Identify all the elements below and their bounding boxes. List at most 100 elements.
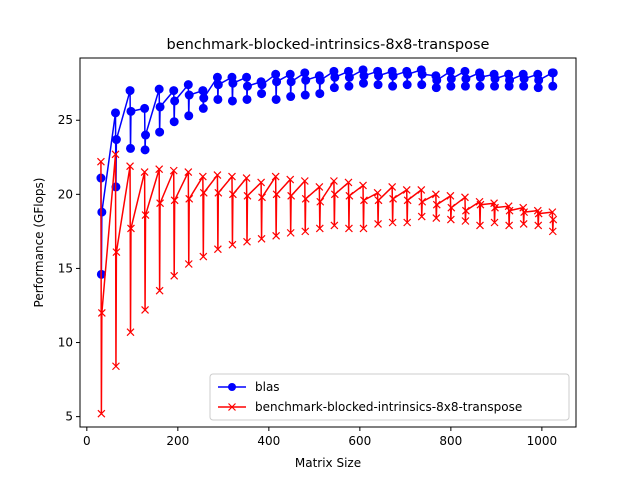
data-point	[126, 328, 135, 337]
data-point	[359, 181, 367, 190]
data-point	[257, 89, 267, 99]
data-point	[257, 234, 266, 243]
data-point	[184, 260, 193, 268]
data-point	[214, 188, 223, 197]
data-point	[359, 71, 369, 81]
data-point	[432, 75, 442, 85]
data-point	[505, 75, 515, 85]
data-point	[156, 199, 165, 208]
data-point	[534, 75, 544, 85]
data-point	[285, 69, 295, 79]
data-point	[461, 217, 470, 225]
data-point	[490, 81, 500, 91]
data-point	[359, 224, 368, 233]
data-point	[490, 218, 499, 227]
data-point	[446, 215, 455, 224]
data-point	[301, 227, 310, 236]
legend-marker	[228, 403, 236, 411]
data-point	[213, 171, 222, 179]
data-point	[447, 203, 456, 212]
data-point	[300, 68, 310, 78]
x-tick-label: 400	[257, 434, 280, 448]
data-point	[344, 72, 354, 82]
data-point	[271, 69, 281, 79]
data-point	[418, 197, 427, 206]
data-point	[154, 84, 164, 94]
data-point	[155, 286, 164, 295]
data-point	[198, 86, 208, 96]
data-point	[272, 231, 281, 240]
data-point	[184, 168, 193, 177]
data-point	[505, 206, 514, 215]
data-point	[272, 77, 282, 87]
data-point	[373, 80, 383, 90]
data-point	[97, 207, 107, 217]
data-point	[141, 130, 151, 140]
data-point	[432, 214, 441, 222]
data-point	[112, 362, 120, 371]
data-point	[460, 81, 470, 91]
data-point	[461, 74, 471, 84]
data-point	[446, 81, 456, 91]
data-point	[316, 197, 325, 206]
data-point	[417, 80, 427, 90]
data-point	[417, 69, 427, 79]
data-point	[403, 218, 412, 227]
data-point	[169, 117, 179, 127]
data-point	[534, 209, 543, 218]
data-point	[111, 135, 121, 145]
data-point	[403, 196, 412, 205]
data-point	[417, 185, 426, 194]
data-point	[345, 191, 354, 200]
data-point	[185, 194, 194, 203]
legend: blas benchmark-blocked-intrinsics-8x8-tra…	[209, 373, 570, 421]
data-point	[271, 172, 280, 181]
x-tick-label: 200	[166, 434, 189, 448]
legend-marker	[228, 383, 236, 391]
data-point	[258, 193, 266, 202]
data-point	[127, 224, 135, 233]
data-point	[388, 218, 397, 227]
data-point	[228, 240, 237, 249]
legend-label: benchmark-blocked-intrinsics-8x8-transpo…	[255, 400, 522, 414]
data-point	[446, 74, 456, 84]
data-point	[445, 66, 455, 76]
data-point	[212, 72, 222, 82]
data-point	[257, 178, 266, 187]
data-point	[242, 174, 251, 182]
y-tick-label: 25	[58, 113, 73, 127]
data-point	[155, 127, 165, 137]
data-point	[199, 93, 209, 103]
data-point	[228, 172, 236, 181]
data-point	[417, 212, 426, 221]
plot-frame	[79, 57, 577, 428]
data-point	[301, 75, 311, 85]
data-point	[549, 215, 558, 224]
data-point	[389, 194, 397, 203]
data-point	[170, 96, 180, 106]
data-point	[403, 69, 413, 79]
data-point	[548, 81, 558, 91]
data-point	[213, 245, 222, 254]
data-point	[126, 162, 134, 171]
data-point	[505, 221, 514, 230]
data-point	[315, 183, 324, 191]
data-point	[242, 94, 252, 104]
data-point	[315, 75, 325, 85]
data-point	[169, 166, 178, 175]
data-point	[431, 190, 440, 199]
series-blas	[96, 65, 558, 279]
data-point	[490, 74, 500, 84]
data-point	[534, 221, 543, 230]
data-point	[360, 196, 368, 205]
data-point	[286, 92, 296, 102]
data-point	[519, 74, 529, 84]
data-point	[548, 227, 557, 236]
data-point	[199, 188, 208, 197]
data-point	[301, 194, 310, 203]
legend-box	[209, 373, 570, 421]
data-point	[329, 83, 339, 93]
y-tick-label: 10	[58, 336, 73, 350]
data-point	[110, 108, 120, 118]
